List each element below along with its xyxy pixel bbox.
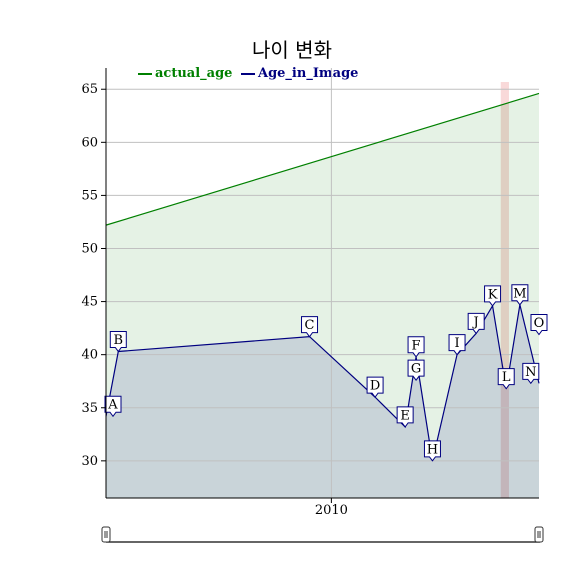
tick-label-y: 35 (81, 401, 98, 416)
flag-label: E (400, 408, 410, 423)
flag-box (467, 312, 485, 335)
navigator-right-handle[interactable] (534, 526, 544, 543)
flag-c[interactable]: C (301, 316, 319, 338)
flag-b[interactable]: B (109, 330, 127, 353)
flag-box (530, 313, 548, 336)
flag-i[interactable]: I (448, 334, 466, 356)
flag-g[interactable]: G (407, 359, 425, 381)
legend: actual_age Age_in_Image (138, 66, 362, 81)
flag-label: F (412, 338, 421, 353)
flag-box (423, 440, 441, 462)
flag-m[interactable]: M (511, 284, 529, 306)
flag-box (366, 376, 384, 398)
highlight-band (500, 82, 509, 498)
flag-d[interactable]: D (366, 376, 384, 398)
flag-k[interactable]: K (484, 285, 502, 307)
legend-label-actual-age: actual_age (155, 66, 233, 81)
legend-item-age-in-image[interactable]: Age_in_Image (240, 66, 359, 81)
legend-label-age-in-image: Age_in_Image (257, 66, 359, 81)
flag-box (407, 336, 425, 358)
series-line-actual-age (105, 92, 540, 226)
flag-j[interactable]: J (467, 312, 485, 335)
legend-swatch-age-in-image (240, 72, 255, 75)
flag-label: M (513, 286, 526, 301)
flag-box (396, 406, 414, 428)
flag-box (301, 316, 319, 338)
flag-box (511, 284, 529, 306)
flag-h[interactable]: H (423, 440, 441, 462)
flag-label: I (454, 336, 459, 351)
flag-label: K (488, 287, 498, 302)
flag-box (109, 330, 127, 353)
flag-label: L (502, 370, 511, 385)
tick-label-y: 60 (81, 135, 98, 150)
flag-f[interactable]: F (407, 336, 425, 358)
flag-o[interactable]: O (530, 313, 548, 336)
flag-label: N (525, 365, 536, 380)
flag-box (522, 362, 540, 385)
tick-label-y: 30 (81, 454, 98, 469)
chart-title: 나이 변화 (252, 38, 332, 62)
tick-label-y: 55 (81, 188, 98, 203)
flag-box (448, 334, 466, 356)
flag-box (407, 359, 425, 381)
legend-swatch-actual-age (138, 72, 152, 75)
area-age-in-image (106, 304, 539, 498)
tick-label-y: 45 (81, 295, 98, 310)
area-actual-age (106, 93, 539, 499)
flag-l[interactable]: L (497, 368, 515, 390)
tick-label-y: 40 (81, 348, 98, 363)
flag-label: C (305, 318, 315, 333)
flag-label: J (472, 315, 479, 330)
flag-label: A (107, 398, 118, 413)
flag-n[interactable]: N (522, 362, 540, 385)
flag-label: G (411, 362, 421, 377)
tick-label-x: 2010 (315, 503, 348, 518)
flag-box (497, 368, 515, 390)
flag-e[interactable]: E (396, 406, 414, 428)
navigator-left-handle[interactable] (101, 526, 111, 543)
flag-box (484, 285, 502, 307)
legend-item-actual-age[interactable]: actual_age (138, 66, 232, 81)
flag-label: H (427, 442, 438, 457)
tick-label-y: 50 (81, 241, 98, 256)
tick-label-y: 65 (81, 82, 98, 97)
flag-label: D (370, 379, 380, 394)
flag-label: O (534, 316, 545, 331)
flag-label: B (114, 333, 124, 348)
